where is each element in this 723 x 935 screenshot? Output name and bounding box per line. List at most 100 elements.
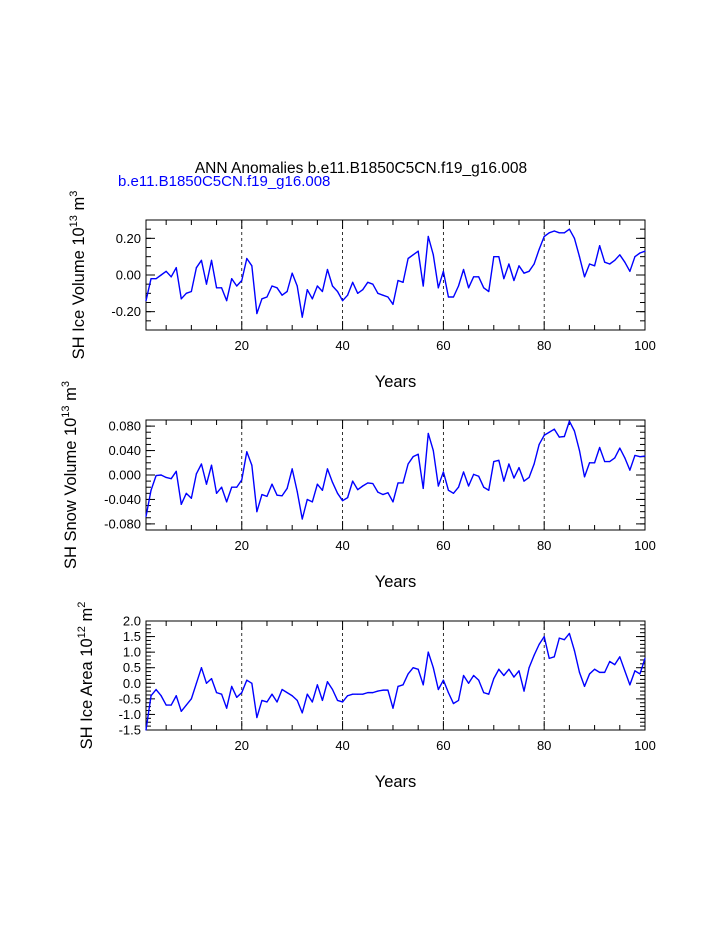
ice-volume-data-point <box>377 292 379 294</box>
ice-volume-data-point <box>367 281 369 283</box>
ice-volume-data-point <box>578 256 581 258</box>
ice-volume-data-point <box>624 261 626 263</box>
ice-area-data-point <box>377 690 379 692</box>
snow-volume-data-point <box>377 491 379 493</box>
snow-volume-data-point <box>417 453 419 455</box>
snow-volume-data-point <box>160 474 162 476</box>
snow-volume-data-point <box>331 481 334 483</box>
ice-volume-y-axis-label: SH Ice Volume 1013 m3 <box>68 191 88 360</box>
ice-volume-data-point <box>357 292 359 294</box>
ice-volume-data-point <box>553 230 555 232</box>
ice-area-data-point <box>467 682 470 684</box>
snow-volume-data-point <box>251 464 253 466</box>
ice-volume-data-point <box>246 257 248 260</box>
ice-area-data-point <box>276 701 278 703</box>
snow-volume-x-tick-label: 60 <box>436 538 450 553</box>
snow-volume-y-tick-label: -0.040 <box>104 492 141 507</box>
ice-area-data-point <box>382 689 384 691</box>
ice-area-x-tick-label: 60 <box>436 738 450 753</box>
snow-volume-data-point <box>236 486 238 488</box>
ice-volume-data-point <box>397 279 399 282</box>
snow-volume-data-point <box>548 431 550 433</box>
ice-volume-data-point <box>538 248 540 250</box>
ice-area-data-point <box>251 682 253 684</box>
ice-area-data-point <box>205 682 208 684</box>
ice-area-data-point <box>190 698 192 700</box>
ice-area-y-tick-label: 1.0 <box>123 645 141 660</box>
ice-volume-data-point <box>543 235 545 238</box>
ice-volume-data-point <box>478 276 480 278</box>
snow-volume-y-tick-label: 0.080 <box>108 419 141 434</box>
ice-area-y-tick-label: 0.5 <box>123 660 141 675</box>
ice-area-data-point <box>523 690 525 692</box>
ice-area-data-point <box>357 693 359 695</box>
ice-volume-data-point <box>462 268 465 271</box>
ice-volume-data-point <box>256 312 258 315</box>
ice-volume-data-point <box>336 290 339 293</box>
ice-area-data-point <box>593 668 596 670</box>
ice-area-data-point <box>165 704 167 706</box>
ice-area-data-point <box>427 651 429 653</box>
ice-volume-data-point <box>347 294 349 296</box>
ice-area-data-point <box>261 699 263 702</box>
snow-volume-data-point <box>352 480 354 482</box>
ice-area-data-point <box>473 674 475 677</box>
ice-area-data-point <box>462 674 465 677</box>
snow-volume-data-point <box>195 473 198 475</box>
ice-volume-data-point <box>321 290 324 293</box>
ice-area-data-point <box>563 639 565 641</box>
ice-area-data-point <box>306 693 308 695</box>
snow-volume-data-point <box>276 494 278 496</box>
snow-volume-data-point <box>261 493 263 496</box>
ice-area-data-point <box>538 643 540 645</box>
ice-area-data-point <box>432 667 434 669</box>
ice-area-data-point <box>336 699 339 702</box>
ice-volume-data-point <box>604 261 606 263</box>
ice-area-data-point <box>226 707 228 709</box>
ice-volume-data-point <box>266 296 268 298</box>
ice-area-data-point <box>200 667 203 669</box>
snow-volume-x-axis-label: Years <box>375 573 417 591</box>
ice-volume-data-point <box>467 287 470 289</box>
snow-volume-data-point <box>387 492 389 494</box>
ice-volume-data-point <box>558 232 560 234</box>
ice-area-data-point <box>236 696 238 698</box>
ice-area-data-point <box>619 656 621 658</box>
snow-volume-data-point <box>311 501 313 503</box>
ice-area-data-point <box>331 688 334 691</box>
snow-volume-data-point <box>513 477 515 479</box>
snow-volume-data-point <box>407 463 409 465</box>
ice-volume-x-tick-label: 20 <box>235 338 249 353</box>
ice-area-data-point <box>488 693 490 695</box>
ice-volume-data-point <box>639 252 641 254</box>
ice-volume-data-point <box>488 290 490 293</box>
snow-volume-series-line <box>145 420 646 520</box>
ice-volume-data-point <box>614 259 616 261</box>
snow-volume-data-point <box>210 464 213 466</box>
ice-area-data-point <box>457 699 460 702</box>
ice-volume-data-point <box>165 270 167 272</box>
snow-volume-data-point <box>462 471 465 473</box>
ice-volume-data-point <box>634 256 636 258</box>
snow-volume-data-point <box>165 476 167 479</box>
ice-volume-data-point <box>150 278 152 280</box>
ice-area-y-axis-label: SH Ice Area 1012 m2 <box>76 602 96 750</box>
ice-volume-data-point <box>311 298 313 300</box>
snow-volume-data-point <box>518 467 520 469</box>
ice-volume-data-point <box>175 267 177 269</box>
ice-volume-data-point <box>503 278 505 280</box>
ice-area-data-point <box>145 729 147 731</box>
snow-volume-data-point <box>483 486 485 488</box>
snow-volume-data-point <box>427 432 429 435</box>
ice-area-data-point <box>291 695 293 697</box>
ice-area-data-point <box>442 679 444 681</box>
snow-volume-data-point <box>447 489 450 491</box>
snow-volume-data-point <box>543 434 545 436</box>
snow-volume-data-point <box>578 449 581 452</box>
ice-volume-x-axis-label: Years <box>375 373 417 391</box>
ice-area-data-point <box>296 699 298 702</box>
ice-area-data-point <box>266 701 268 703</box>
ice-volume-data-point <box>533 263 535 265</box>
snow-volume-data-point <box>397 482 399 484</box>
snow-volume-data-point <box>523 480 525 482</box>
